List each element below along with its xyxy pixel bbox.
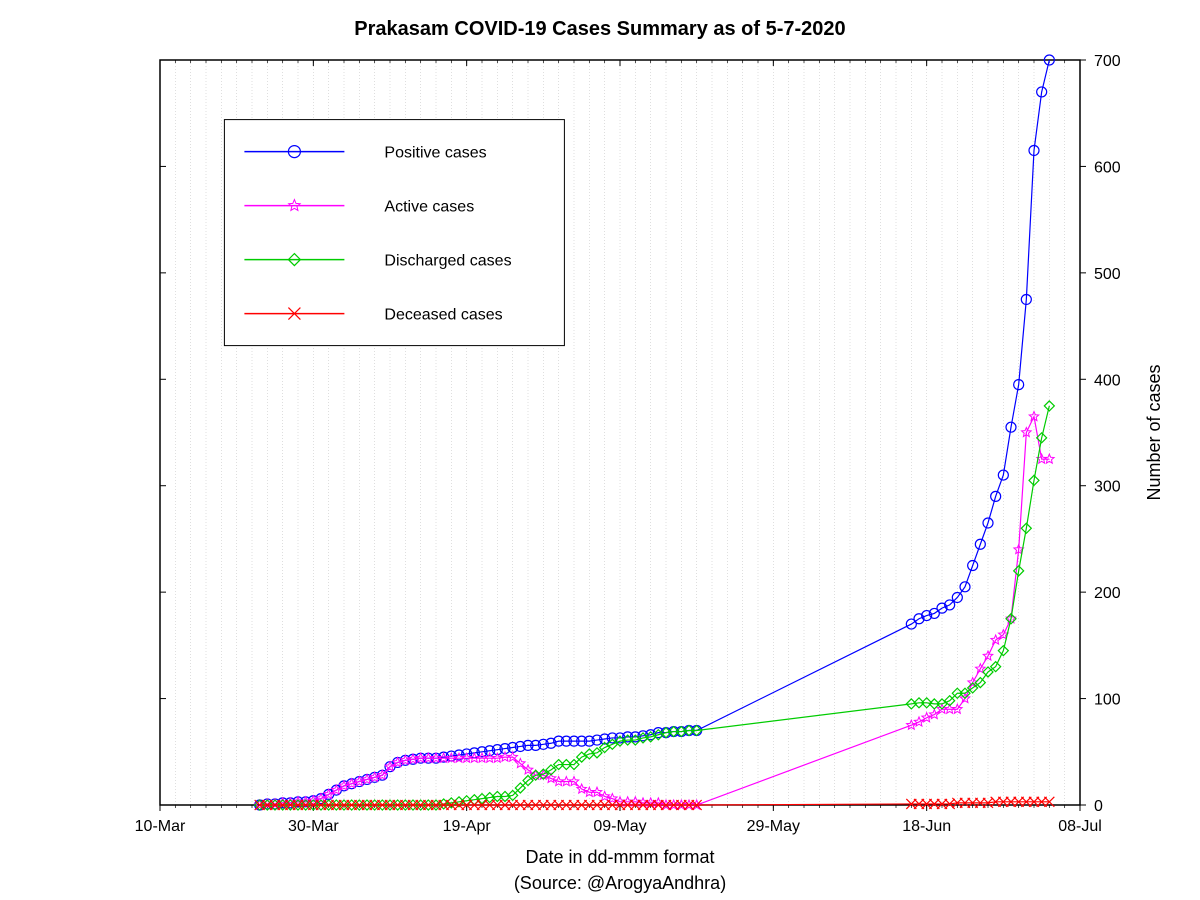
y-tick-label: 100: [1094, 692, 1121, 709]
legend-label: Deceased cases: [384, 307, 502, 324]
y-tick-label: 700: [1094, 53, 1121, 70]
x-tick-label: 29-May: [747, 818, 800, 835]
legend-label: Positive cases: [384, 145, 486, 162]
chart-container: Prakasam COVID-19 Cases Summary as of 5-…: [0, 0, 1200, 900]
x-tick-label: 19-Apr: [443, 818, 492, 835]
y-tick-label: 600: [1094, 159, 1121, 176]
x-tick-label: 18-Jun: [902, 818, 951, 835]
chart-title: Prakasam COVID-19 Cases Summary as of 5-…: [354, 18, 845, 40]
legend: Positive cases Active cases Discharged cas…: [224, 120, 564, 346]
y-tick-label: 500: [1094, 266, 1121, 283]
chart-svg: Prakasam COVID-19 Cases Summary as of 5-…: [0, 0, 1200, 900]
y-tick-label: 400: [1094, 372, 1121, 389]
x-tick-label: 08-Jul: [1058, 818, 1102, 835]
legend-label: Active cases: [384, 199, 474, 216]
y-axis-label: Number of cases: [1144, 364, 1164, 500]
x-tick-label: 10-Mar: [135, 818, 186, 835]
source-label: (Source: @ArogyaAndhra): [514, 873, 726, 893]
x-tick-label: 30-Mar: [288, 818, 339, 835]
legend-label: Discharged cases: [384, 253, 511, 270]
y-tick-label: 0: [1094, 798, 1103, 815]
x-axis-label: Date in dd-mmm format: [525, 847, 714, 867]
y-tick-label: 300: [1094, 479, 1121, 496]
x-tick-label: 09-May: [593, 818, 646, 835]
y-tick-label: 200: [1094, 585, 1121, 602]
